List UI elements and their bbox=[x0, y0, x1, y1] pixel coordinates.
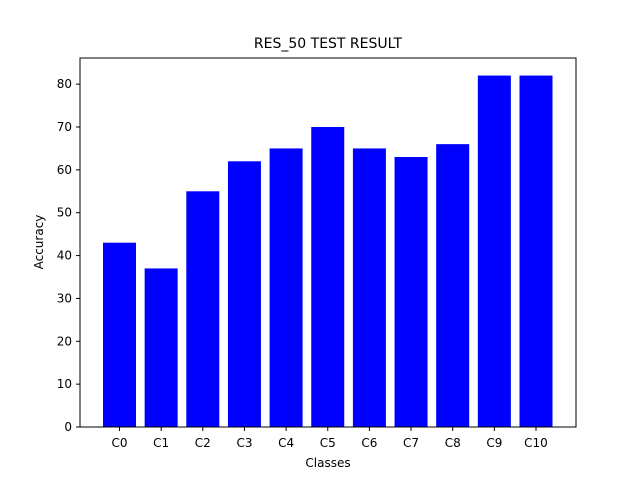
y-tick-label: 10 bbox=[57, 377, 72, 391]
bar-c8 bbox=[436, 144, 470, 427]
y-axis: 0 10 20 30 40 50 60 70 80 bbox=[57, 77, 80, 434]
x-tick-label: C4 bbox=[278, 436, 294, 450]
x-tick-label: C0 bbox=[111, 436, 127, 450]
y-tick-label: 70 bbox=[57, 120, 72, 134]
y-tick-label: 20 bbox=[57, 334, 72, 348]
y-tick-label: 80 bbox=[57, 77, 72, 91]
x-tick-label: C2 bbox=[195, 436, 211, 450]
x-tick-label: C8 bbox=[445, 436, 461, 450]
y-tick-label: 50 bbox=[57, 206, 72, 220]
chart-title: RES_50 TEST RESULT bbox=[254, 36, 403, 52]
bar-c10 bbox=[519, 75, 553, 427]
y-axis-label: Accuracy bbox=[32, 215, 46, 270]
bar-c6 bbox=[352, 148, 386, 427]
y-tick-label: 60 bbox=[57, 163, 72, 177]
x-axis-label: Classes bbox=[305, 456, 350, 470]
x-tick-label: C1 bbox=[153, 436, 169, 450]
bar-c4 bbox=[269, 148, 303, 427]
x-tick-label: C7 bbox=[403, 436, 419, 450]
y-tick-label: 40 bbox=[57, 249, 72, 263]
bar-c7 bbox=[394, 157, 428, 427]
bar-c2 bbox=[186, 191, 220, 427]
x-tick-label: C10 bbox=[524, 436, 548, 450]
bar-c0 bbox=[103, 242, 136, 427]
bar-c5 bbox=[311, 127, 345, 427]
bar-c1 bbox=[144, 268, 178, 427]
x-tick-label: C3 bbox=[236, 436, 252, 450]
x-tick-label: C5 bbox=[320, 436, 336, 450]
plot-frame bbox=[79, 57, 577, 428]
bars-group bbox=[103, 75, 553, 428]
x-axis: C0 C1 C2 C3 C4 C5 C6 C7 C8 C9 C10 bbox=[111, 427, 548, 450]
x-tick-label: C6 bbox=[361, 436, 377, 450]
bar-c3 bbox=[227, 161, 261, 428]
x-tick-label: C9 bbox=[486, 436, 502, 450]
y-tick-label: 30 bbox=[57, 291, 72, 305]
y-tick-label: 0 bbox=[64, 420, 72, 434]
bar-c9 bbox=[477, 75, 511, 427]
